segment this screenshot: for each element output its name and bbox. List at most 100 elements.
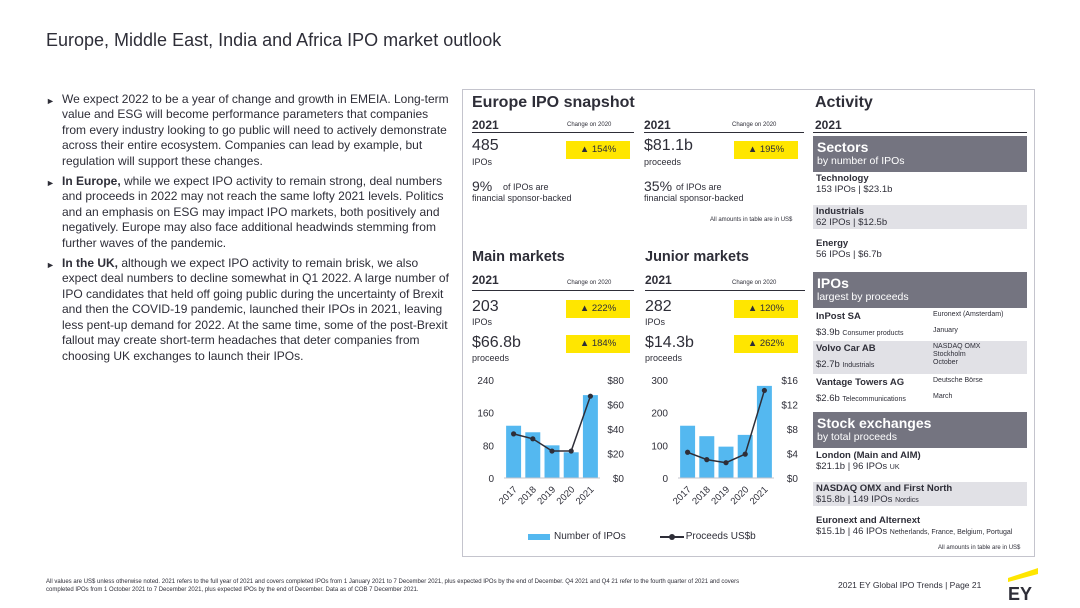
ipos-header: IPOs largest by proceeds <box>813 272 1027 308</box>
bar-2021 <box>582 395 598 478</box>
proceeds-point-2019 <box>549 448 555 454</box>
sponsor-proc-text2: financial sponsor-backed <box>644 193 744 203</box>
x-tick-label: 2018 <box>690 484 713 507</box>
sponsor-proc-pct: 35% <box>644 178 673 194</box>
proceeds-point-2021 <box>761 387 767 394</box>
junior-ipos-change: ▲ 120% <box>734 300 798 318</box>
x-tick-label: 2020 <box>729 484 752 507</box>
y-left-tick-label: 80 <box>483 441 495 452</box>
x-tick-label: 2020 <box>555 484 578 507</box>
main-year: 2021 <box>472 273 499 287</box>
x-tick-label: 2018 <box>516 484 539 507</box>
bar-2021 <box>756 385 772 478</box>
y-left-tick-label: 300 <box>651 376 668 387</box>
footnote: All values are US$ unless otherwise note… <box>46 579 740 593</box>
snapshot-year-left: 2021 <box>472 118 499 132</box>
exchanges-header: Stock exchanges by total proceeds <box>813 412 1027 448</box>
snapshot-proceeds-change: ▲ 195% <box>734 141 798 159</box>
junior-proceeds-change: ▲ 262% <box>734 335 798 353</box>
x-tick-label: 2019 <box>709 484 732 507</box>
main-markets-heading: Main markets <box>472 249 565 265</box>
main-ipos-change: ▲ 222% <box>566 300 630 318</box>
y-right-tick-label: $0 <box>787 474 799 485</box>
y-left-tick-label: 0 <box>488 474 494 485</box>
svg-text:EY: EY <box>1008 584 1032 602</box>
divider <box>472 132 634 133</box>
ipo-row: Vantage Towers AG $2.6b Telecommunicatio… <box>816 377 983 404</box>
sponsor-proc-text: of IPOs are <box>676 182 722 192</box>
junior-markets-chart: 0 100 200 300 $0 $4 $8 $12 $16 201720182019202020… <box>651 376 799 507</box>
activity-year: 2021 <box>815 118 842 132</box>
y-left-tick-label: 0 <box>662 474 668 485</box>
ipo-row: InPost SA $3.9b Consumer products Eurone… <box>816 311 1004 338</box>
bar-2018 <box>525 432 541 478</box>
snapshot-ipos-label: IPOs <box>472 157 493 167</box>
main-markets-chart: 0 80 160 240 $0 $20 $40 $60 $80 20172018201920202… <box>477 376 625 507</box>
proceeds-point-2020 <box>568 448 574 454</box>
x-tick-label: 2017 <box>671 484 694 507</box>
junior-year: 2021 <box>645 273 672 287</box>
exchange-row: NASDAQ OMX and First North $15.8b | 149 I… <box>813 482 1027 506</box>
page-title: Europe, Middle East, India and Africa IP… <box>46 30 502 50</box>
y-right-tick-label: $8 <box>787 425 799 436</box>
y-left-tick-label: 200 <box>651 409 668 420</box>
bar-2019 <box>544 445 560 478</box>
main-proceeds-change: ▲ 184% <box>566 335 630 353</box>
y-right-tick-label: $80 <box>607 376 624 387</box>
main-proceeds-value: $66.8b <box>472 334 521 351</box>
proceeds-point-2017 <box>685 449 691 455</box>
main-proceeds-label: proceeds <box>472 353 510 363</box>
divider <box>813 132 1027 133</box>
junior-ipos-value: 282 <box>645 298 672 315</box>
exchange-row: London (Main and AIM) $21.1b | 96 IPOs UK <box>816 450 921 472</box>
proceeds-point-2020 <box>742 451 748 457</box>
ey-logo: EY <box>1008 568 1038 604</box>
main-ipos-label: IPOs <box>472 317 493 327</box>
bullet-item: ► In the UK, although we expect IPO activ… <box>46 256 449 363</box>
change-label: Change on 2020 <box>567 280 612 286</box>
y-right-tick-label: $16 <box>781 376 798 387</box>
junior-proceeds-value: $14.3b <box>645 334 694 351</box>
y-right-tick-label: $40 <box>607 425 624 436</box>
snapshot-ipos-value: 485 <box>472 137 499 154</box>
snapshot-heading: Europe IPO snapshot <box>472 94 635 111</box>
proceeds-point-2018 <box>530 436 536 442</box>
y-right-tick-label: $20 <box>607 450 624 461</box>
bullet-item: ► In Europe, while we expect IPO activity… <box>46 174 444 250</box>
change-label: Change on 2020 <box>732 280 777 286</box>
bar-2017 <box>506 425 522 478</box>
junior-proceeds-label: proceeds <box>645 353 683 363</box>
snapshot-proceeds-label: proceeds <box>644 157 682 167</box>
arrow-icon: ► <box>46 178 55 189</box>
sector-row: Industrials 62 IPOs | $12.5b <box>813 205 1027 229</box>
snapshot-year-right: 2021 <box>644 118 671 132</box>
divider <box>644 132 804 133</box>
snapshot-note: All amounts in table are in US$ <box>710 217 793 223</box>
arrow-icon: ► <box>46 260 55 271</box>
chart-legend: Number of IPOs Proceeds US$b <box>528 531 756 542</box>
snapshot-proceeds-value: $81.1b <box>644 137 693 154</box>
legend-line-label: Proceeds US$b <box>685 531 756 542</box>
page-number: 2021 EY Global IPO Trends | Page 21 <box>838 580 982 590</box>
sponsor-ipos-text: of IPOs are <box>503 182 549 192</box>
divider <box>645 290 805 291</box>
proceeds-point-2018 <box>704 457 710 463</box>
x-tick-label: 2019 <box>535 484 558 507</box>
bullet-list: ► We expect 2022 to be a year of change a… <box>46 92 451 369</box>
y-right-tick-label: $0 <box>613 474 625 485</box>
arrow-icon: ► <box>46 96 55 106</box>
main-ipos-value: 203 <box>472 298 499 315</box>
snapshot-ipos-change: ▲ 154% <box>566 141 630 159</box>
sponsor-ipos-pct: 9% <box>472 178 493 194</box>
bullet-item: ► We expect 2022 to be a year of change a… <box>46 92 449 168</box>
snapshot-panel <box>462 89 1035 557</box>
legend-line-swatch <box>659 533 684 541</box>
sector-row: Technology 153 IPOs | $23.1b <box>816 173 893 195</box>
sponsor-ipos-text2: financial sponsor-backed <box>472 193 572 203</box>
x-tick-label: 2021 <box>748 484 771 507</box>
proceeds-point-2021 <box>587 393 593 399</box>
change-label: Change on 2020 <box>567 122 612 128</box>
y-left-tick-label: 100 <box>651 441 668 452</box>
proceeds-line <box>513 395 592 452</box>
sector-row: Energy 56 IPOs | $6.7b <box>816 238 882 260</box>
